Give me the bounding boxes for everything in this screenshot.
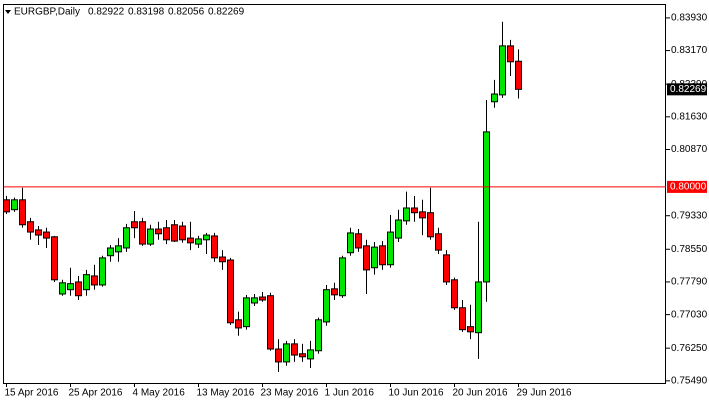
x-tick-label: 15 Apr 2016 <box>5 388 59 399</box>
candle-body <box>435 233 442 251</box>
candle-body <box>395 219 402 239</box>
last-price-box <box>667 83 707 96</box>
y-tick-label: 0.80870 <box>671 144 708 155</box>
candle-body <box>323 289 330 323</box>
candle-body <box>123 227 130 249</box>
last-high: 0.83198 <box>128 7 165 18</box>
candle-body <box>371 246 378 269</box>
candle-body <box>315 319 322 352</box>
candle-body <box>275 348 282 363</box>
candle-body <box>267 295 274 350</box>
x-tick-label: 25 Apr 2016 <box>69 388 123 399</box>
candle-body <box>179 225 186 241</box>
candle-body <box>227 259 234 324</box>
y-tick-label: 0.75490 <box>671 375 708 386</box>
last-close: 0.82269 <box>208 7 245 18</box>
candle-body <box>291 343 298 356</box>
candle-body <box>467 326 474 333</box>
candle-body <box>299 353 306 358</box>
candle-body <box>235 319 242 329</box>
candle-body <box>99 257 106 286</box>
candle-body <box>243 297 250 328</box>
y-tick-label: 0.77030 <box>671 309 708 320</box>
y-tick-label: 0.78550 <box>671 244 708 255</box>
candle-body <box>451 279 458 309</box>
candle-body <box>171 224 178 242</box>
candle-body <box>283 343 290 363</box>
candle-body <box>331 288 338 296</box>
last-price-label: 0.82269 <box>670 84 707 95</box>
candle-body <box>403 207 410 222</box>
candle-body <box>211 235 218 259</box>
candle-body <box>115 245 122 253</box>
x-tick-label: 20 Jun 2016 <box>453 388 508 399</box>
candle-body <box>251 297 258 304</box>
candle-body <box>83 274 90 291</box>
y-tick-label: 0.81630 <box>671 111 708 122</box>
candle-body <box>3 199 10 213</box>
candle-body <box>91 275 98 286</box>
candle-body <box>163 227 170 241</box>
candle-body <box>355 233 362 249</box>
candle-body <box>379 245 386 266</box>
level-label-box <box>667 180 707 193</box>
y-tick-label: 0.83930 <box>671 13 708 24</box>
candle-body <box>219 256 226 263</box>
candle-body <box>307 349 314 360</box>
candle-body <box>43 231 50 239</box>
candle-body <box>203 234 210 241</box>
y-tick-label: 0.76250 <box>671 343 708 354</box>
candle-body <box>195 238 202 245</box>
menu-arrow[interactable] <box>5 10 11 14</box>
y-tick-label: 0.83170 <box>671 45 708 56</box>
y-tick-label: 0.79330 <box>671 210 708 221</box>
x-tick-label: 10 Jun 2016 <box>389 388 444 399</box>
candle-body <box>419 211 426 219</box>
level-label: 0.80000 <box>670 182 707 193</box>
candle-body <box>363 245 370 271</box>
candle-body <box>259 296 266 301</box>
y-tick-label: 0.77790 <box>671 277 708 288</box>
last-low: 0.82056 <box>168 7 205 18</box>
candle-body <box>347 232 354 254</box>
x-tick-label: 13 May 2016 <box>197 388 255 399</box>
x-tick-label: 29 Jun 2016 <box>517 388 572 399</box>
candle-body <box>443 254 450 283</box>
candle-body <box>387 231 394 266</box>
x-tick-label: 4 May 2016 <box>133 388 186 399</box>
candle-body <box>11 199 18 211</box>
candle-body <box>411 207 418 214</box>
candle-body <box>499 45 506 96</box>
candle-body <box>507 45 514 63</box>
candle-body <box>515 60 522 90</box>
plot-frame <box>3 4 666 384</box>
candle-body <box>27 221 34 233</box>
x-tick-label: 1 Jun 2016 <box>325 388 375 399</box>
candle-body <box>107 247 114 257</box>
candle-body <box>475 281 482 334</box>
candle-body <box>75 281 82 297</box>
candle-body <box>459 307 466 331</box>
last-open: 0.82922 <box>88 7 125 18</box>
candle-body <box>483 131 490 283</box>
candle-body <box>35 229 42 236</box>
candle-body <box>339 257 346 297</box>
candle-body <box>427 212 434 238</box>
candle-body <box>187 237 194 244</box>
candle-body <box>51 236 58 281</box>
candle-body <box>491 93 498 103</box>
candle-body <box>19 199 26 226</box>
x-tick-label: 23 May 2016 <box>261 388 319 399</box>
candle-body <box>147 228 154 245</box>
candle-body <box>59 282 66 295</box>
candle-body <box>155 228 162 235</box>
candle-body <box>67 283 74 291</box>
candle-body <box>139 221 146 245</box>
chart-title: EURGBP,Daily <box>14 7 80 18</box>
candle-body <box>131 221 138 229</box>
